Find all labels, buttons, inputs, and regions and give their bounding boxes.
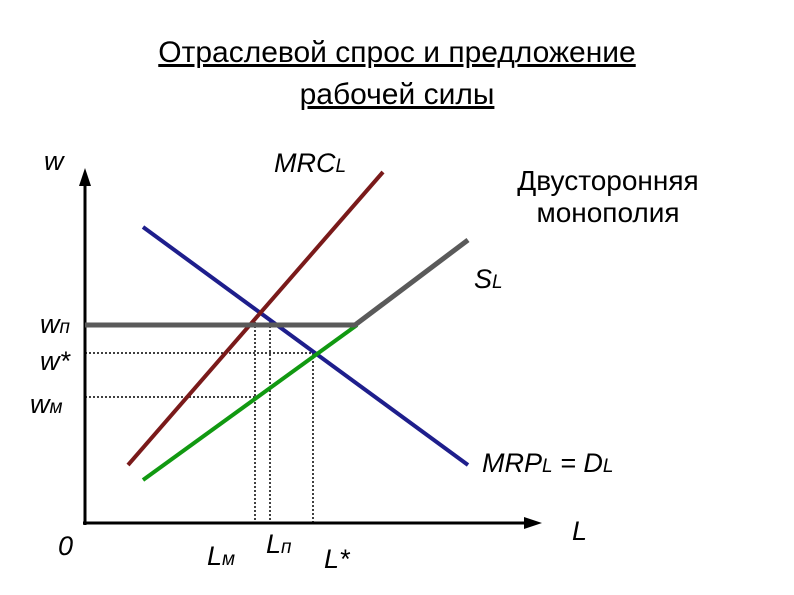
lp-label: Lп [266,529,292,559]
note-line: монополия [536,197,679,228]
guides [85,318,314,523]
mrc-label: MRCL [274,148,346,178]
x-arrow [524,517,542,529]
x-label: L [572,516,587,546]
demand-sub2: L [603,456,614,477]
mrc-line [126,170,385,467]
lm-main: L [207,541,222,571]
origin-label: 0 [58,531,73,561]
wstar-label: w* [40,346,71,376]
mrc-main: MRC [274,148,336,178]
lstar-label: L* [324,544,351,574]
lm-label: Lм [207,541,235,571]
wm-main: w [30,389,51,419]
demand-line [141,225,470,467]
lp-main: L [266,529,281,559]
supply-label: SL [474,264,503,294]
demand-label: MRPL = DL [482,448,613,478]
supply-line [141,323,359,482]
y-label: w [44,146,65,176]
lm-sub: м [222,549,235,570]
lp-sub: п [281,537,292,558]
title-line: рабочей силы [300,78,495,111]
wage-floor-line [85,238,470,328]
demand-sub: L [542,456,553,477]
wm-sub: м [50,397,63,418]
wp-sub: п [60,317,71,338]
mrc-sub: L [336,156,347,177]
demand-main: MRP [482,448,542,478]
supply-sub: L [492,272,503,293]
wp-main: w [40,309,61,339]
title-line: Отраслевой спрос и предложение [158,36,635,69]
supply-main: S [474,264,492,294]
wm-label: wм [30,389,63,419]
y-arrow [79,168,91,186]
demand-eq: = D [553,448,603,478]
wp-label: wп [40,309,71,339]
note-line: Двусторонняя [517,165,698,196]
